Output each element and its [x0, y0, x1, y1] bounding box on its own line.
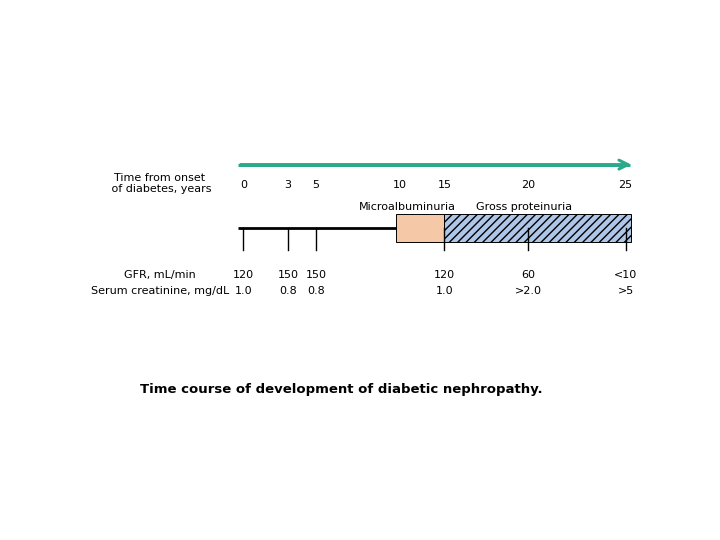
Text: 120: 120 [433, 270, 455, 280]
Text: 5: 5 [312, 180, 320, 191]
Text: 10: 10 [392, 180, 407, 191]
Text: 0.8: 0.8 [307, 286, 325, 296]
Text: >2.0: >2.0 [515, 286, 541, 296]
Text: Gross proteinuria: Gross proteinuria [476, 202, 572, 212]
Text: Serum creatinine, mg/dL: Serum creatinine, mg/dL [91, 286, 229, 296]
Text: 1.0: 1.0 [235, 286, 252, 296]
Text: 25: 25 [618, 180, 633, 191]
Text: >5: >5 [618, 286, 634, 296]
Text: 3: 3 [284, 180, 292, 191]
Text: Time course of development of diabetic nephropathy.: Time course of development of diabetic n… [140, 383, 543, 396]
Text: 150: 150 [305, 270, 326, 280]
Text: 0: 0 [240, 180, 247, 191]
Bar [396, 214, 444, 241]
Text: GFR, mL/min: GFR, mL/min [124, 270, 196, 280]
Text: 20: 20 [521, 180, 535, 191]
Text: 0.8: 0.8 [279, 286, 297, 296]
Text: Time from onset
 of diabetes, years: Time from onset of diabetes, years [108, 172, 212, 194]
Text: 60: 60 [521, 270, 535, 280]
Text: 120: 120 [233, 270, 254, 280]
Text: 15: 15 [437, 180, 451, 191]
Bar [444, 214, 631, 241]
Text: Microalbuminuria: Microalbuminuria [359, 202, 456, 212]
Text: <10: <10 [614, 270, 637, 280]
Text: 150: 150 [278, 270, 299, 280]
Text: 1.0: 1.0 [436, 286, 453, 296]
